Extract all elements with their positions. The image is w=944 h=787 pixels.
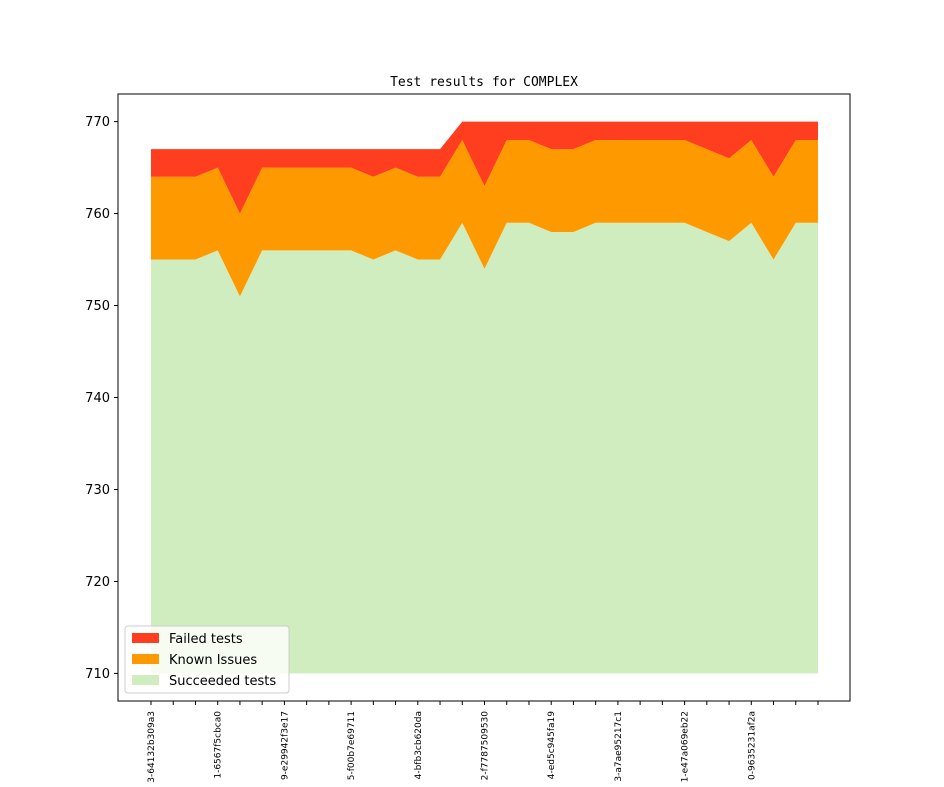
area-layers: [151, 121, 818, 674]
y-tick-label: 770: [85, 115, 110, 130]
x-axis: 3-64132b309a3 1-6567f5cbca0 9-e29942f3e17 5…: [147, 701, 819, 783]
legend-box: [124, 625, 290, 694]
y-axis: 710 720 730 740 750 760 770: [85, 115, 118, 682]
legend-swatch: [132, 633, 159, 643]
chart-title: Test results for COMPLEX: [390, 75, 578, 90]
x-tick-label: 3-a7ae95217c1: [614, 711, 624, 782]
y-tick-label: 710: [85, 667, 110, 682]
x-tick-label: 3-64132b309a3: [147, 711, 157, 783]
x-tick-label: 1-6567f5cbca0: [214, 711, 224, 779]
x-tick-label: 4-bfb3cb620da: [414, 711, 424, 779]
x-tick-label: 0-9635231af2a: [747, 711, 757, 780]
x-tick-label: 1-e47a069eb22: [681, 711, 691, 782]
x-tick-label: 4-ed5c945fa19: [547, 711, 557, 779]
area-known-issues: [151, 139, 818, 297]
y-tick-label: 730: [85, 483, 110, 498]
legend-swatch: [132, 675, 159, 685]
area-failed-tests: [151, 121, 818, 214]
legend-swatch: [132, 654, 159, 664]
y-tick-label: 760: [85, 207, 110, 222]
y-tick-label: 750: [85, 299, 110, 314]
legend-label: Failed tests: [169, 632, 243, 647]
x-tick-label: 2-f7787509530: [481, 711, 491, 781]
legend-label: Succeeded tests: [169, 674, 276, 689]
area-succeeded-tests: [151, 222, 818, 674]
y-tick-label: 720: [85, 575, 110, 590]
x-tick-label: 5-f00b7e69711: [347, 711, 357, 780]
legend: Failed tests Known Issues Succeeded tests: [124, 625, 290, 694]
legend-label: Known Issues: [169, 653, 257, 668]
x-tick-label: 9-e29942f3e17: [280, 711, 290, 780]
y-tick-label: 740: [85, 391, 110, 406]
